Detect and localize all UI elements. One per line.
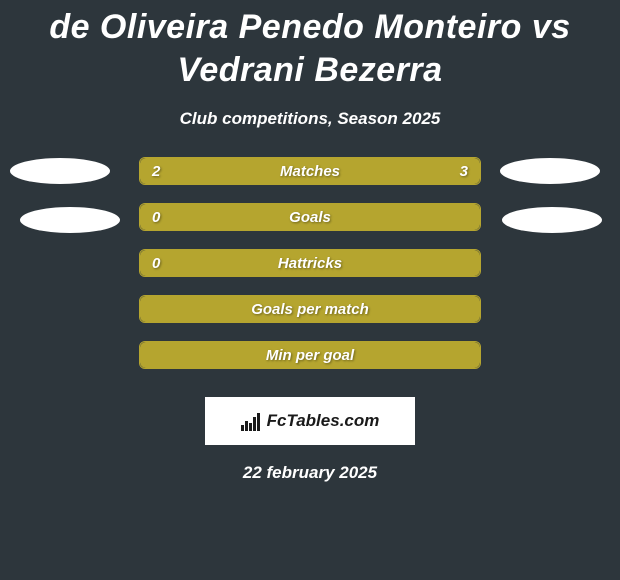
metric-bar: 0Hattricks bbox=[139, 249, 481, 277]
metric-rows: 2Matches3 0Goals 0Hattricks Goals per match… bbox=[0, 157, 620, 369]
metric-label: Goals per match bbox=[140, 301, 480, 318]
metric-row: 0Goals bbox=[0, 203, 620, 231]
metric-row: 2Matches3 bbox=[0, 157, 620, 185]
player-avatar-right bbox=[500, 158, 600, 184]
metric-row: Goals per match bbox=[0, 295, 620, 323]
metric-row: Min per goal bbox=[0, 341, 620, 369]
metric-label: Goals bbox=[140, 209, 480, 226]
comparison-subtitle: Club competitions, Season 2025 bbox=[0, 109, 620, 129]
comparison-title: de Oliveira Penedo Monteiro vs Vedrani B… bbox=[0, 0, 620, 91]
metric-label: Hattricks bbox=[140, 255, 480, 272]
bar-chart-icon bbox=[241, 411, 263, 431]
footer-date: 22 february 2025 bbox=[0, 463, 620, 483]
metric-bar: 2Matches3 bbox=[139, 157, 481, 185]
metric-bar: Goals per match bbox=[139, 295, 481, 323]
metric-label: Min per goal bbox=[140, 347, 480, 364]
site-logo: FcTables.com bbox=[205, 397, 415, 445]
metric-value-right: 3 bbox=[460, 163, 468, 180]
metric-bar: 0Goals bbox=[139, 203, 481, 231]
player-avatar-left bbox=[20, 207, 120, 233]
metric-row: 0Hattricks bbox=[0, 249, 620, 277]
logo-text: FcTables.com bbox=[267, 411, 380, 431]
player-avatar-right bbox=[502, 207, 602, 233]
metric-label: Matches bbox=[140, 163, 480, 180]
player-avatar-left bbox=[10, 158, 110, 184]
metric-bar: Min per goal bbox=[139, 341, 481, 369]
